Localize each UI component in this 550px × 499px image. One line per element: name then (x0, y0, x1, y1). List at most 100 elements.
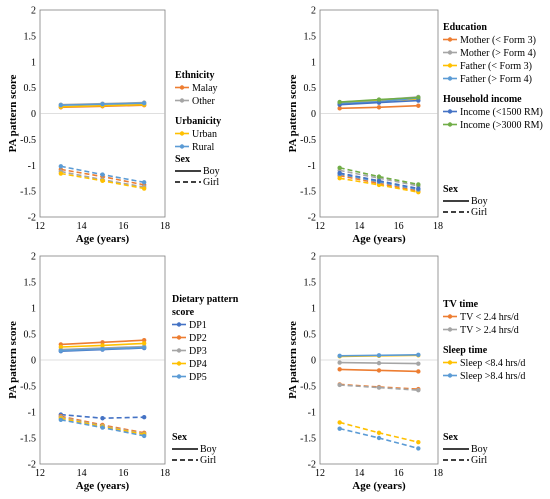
legend-item-income-1500-rm: Income (<1500 RM) (460, 107, 543, 118)
y-tick-label: 1.5 (304, 31, 317, 42)
data-point-tv-2-4-hrs-d-girl (337, 382, 342, 388)
x-axis-title: Age (years) (352, 233, 406, 245)
series-line-tv-2-4-hrs-d-girl (339, 384, 419, 391)
data-point-tv-2-4-hrs-d-boy (376, 360, 382, 366)
data-point-dp5-girl (58, 417, 64, 422)
x-tick-label: 12 (315, 221, 325, 232)
data-point-father-form-3-girl (337, 175, 342, 181)
y-tick-label: -0.5 (300, 135, 316, 146)
sex-legend-boy-label: Boy (200, 444, 217, 455)
data-point-dp4-boy (141, 341, 147, 346)
data-point-income-3000-rm-girl (337, 165, 342, 171)
legend-group-title: Sleep time (443, 345, 488, 356)
x-tick-label: 16 (118, 221, 128, 232)
y-tick-label: 0 (311, 109, 316, 120)
y-tick-label: 1.5 (24, 31, 37, 42)
data-point-income-1500-rm-boy (376, 100, 382, 105)
y-axis-title: PA pattern score (287, 321, 299, 399)
legend-marker-father-form-4 (447, 76, 453, 81)
legend-item-father-form-3: Father (< Form 3) (460, 61, 532, 72)
legend-group-title: Household income (443, 94, 522, 105)
x-tick-label: 12 (315, 468, 325, 479)
legend-item-sleep-8-4-hrs-d: Sleep <8.4 hrs/d (460, 358, 525, 369)
data-point-dp1-girl (100, 416, 105, 421)
legend-item-dp4: DP4 (189, 359, 207, 370)
chart-panel-4: 2 1.5 1 0.5 0 -0.5 -1 -1.5 -212 14 16 18 Age (years)… (287, 252, 525, 493)
data-point-income-1500-rm-girl (337, 170, 342, 176)
y-tick-label: 1 (31, 57, 36, 68)
y-tick-label: -2 (308, 460, 316, 471)
data-point-father-form-3-girl (376, 182, 382, 188)
data-point-rural-boy (58, 103, 64, 108)
data-point-dp4-boy (100, 343, 105, 348)
y-tick-label: -1.5 (300, 434, 316, 445)
data-point-income-3000-rm-boy (376, 97, 382, 102)
sex-legend-girl-label: Girl (471, 455, 487, 466)
legend-group-title: Ethnicity (175, 70, 214, 81)
x-axis-title: Age (years) (76, 233, 130, 245)
chart-panel-3: 2 1.5 1 0.5 0 -0.5 -1 -1.5 -212 14 16 18 Age (years)… (7, 252, 239, 493)
legend-item-malay: Malay (192, 83, 218, 94)
legend-marker-father-form-3 (447, 63, 453, 68)
x-tick-label: 12 (35, 221, 45, 232)
data-point-mother-form-3-boy (376, 105, 382, 110)
y-tick-label: 2 (311, 252, 316, 263)
chart-panel-1: 2 1.5 1 0.5 0 -0.5 -1 -1.5 -212 14 16 18 Age (years)… (7, 6, 221, 246)
legend-marker-mother-form-3 (447, 37, 453, 42)
legend-item-income-3000-rm: Income (>3000 RM) (460, 120, 543, 131)
data-point-dp5-girl (141, 433, 147, 439)
y-tick-label: 0 (31, 109, 36, 120)
data-point-sleep-8-4-hrs-d-boy (416, 352, 421, 357)
data-point-urban-girl (141, 186, 147, 191)
legend-item-other: Other (192, 96, 215, 107)
data-point-rural-boy (100, 101, 105, 107)
data-point-income-3000-rm-boy (416, 95, 421, 100)
y-tick-label: 0 (31, 356, 36, 367)
y-tick-label: 0.5 (24, 83, 37, 94)
y-tick-label: -2 (28, 213, 36, 224)
legend-item-dp5: DP5 (189, 372, 207, 383)
y-axis-title: PA pattern score (7, 74, 19, 152)
legend-item-urban: Urban (192, 129, 217, 140)
data-point-tv-2-4-hrs-d-boy (416, 369, 421, 374)
legend-item-mother-form-3: Mother (< Form 3) (460, 35, 536, 46)
x-tick-label: 18 (160, 468, 170, 479)
legend-marker-mother-form-4 (447, 50, 453, 55)
legend-item-dp1: DP1 (189, 320, 207, 331)
data-point-income-1500-rm-boy (416, 98, 421, 103)
data-point-sleep-8-4-hrs-d-girl (376, 430, 382, 435)
x-tick-label: 18 (160, 221, 170, 232)
data-point-mother-form-3-boy (416, 103, 421, 108)
legend-marker-income-1500-rm (447, 109, 453, 114)
data-point-sleep-8-4-hrs-d-girl (416, 439, 421, 445)
data-point-urban-girl (100, 178, 105, 183)
data-point-tv-2-4-hrs-d-boy (416, 361, 421, 366)
legend-item-father-form-4: Father (> Form 4) (460, 74, 532, 85)
y-tick-label: -2 (308, 213, 316, 224)
sex-legend-girl-label: Girl (471, 207, 487, 218)
legend-marker-dp5 (176, 374, 182, 379)
data-point-dp5-boy (141, 345, 147, 350)
data-point-dp4-boy (58, 344, 64, 350)
sex-legend-title: Sex (175, 154, 190, 165)
legend-marker-other (179, 98, 185, 103)
y-tick-label: 0.5 (304, 83, 317, 94)
x-tick-label: 14 (354, 468, 364, 479)
data-point-income-1500-rm-girl (376, 178, 382, 183)
data-point-income-1500-rm-girl (416, 186, 421, 191)
x-tick-label: 14 (354, 221, 364, 232)
sex-legend-boy-label: Boy (203, 166, 220, 177)
data-point-sleep-8-4-hrs-d-boy (337, 353, 342, 359)
y-tick-label: -1.5 (300, 187, 316, 198)
sex-legend-title: Sex (443, 184, 458, 195)
sex-legend-title: Sex (172, 432, 187, 443)
legend-item-rural: Rural (192, 142, 214, 153)
x-tick-label: 16 (394, 468, 404, 479)
chart-panel-2: 2 1.5 1 0.5 0 -0.5 -1 -1.5 -212 14 16 18 Age (years)… (287, 6, 543, 246)
data-point-dp2-boy (100, 340, 105, 345)
data-point-dp5-boy (100, 346, 105, 352)
data-point-income-3000-rm-girl (376, 174, 382, 179)
data-point-rural-girl (100, 172, 105, 177)
legend-marker-malay (179, 85, 185, 90)
legend-marker-tv-2-4-hrs-d (447, 327, 453, 332)
